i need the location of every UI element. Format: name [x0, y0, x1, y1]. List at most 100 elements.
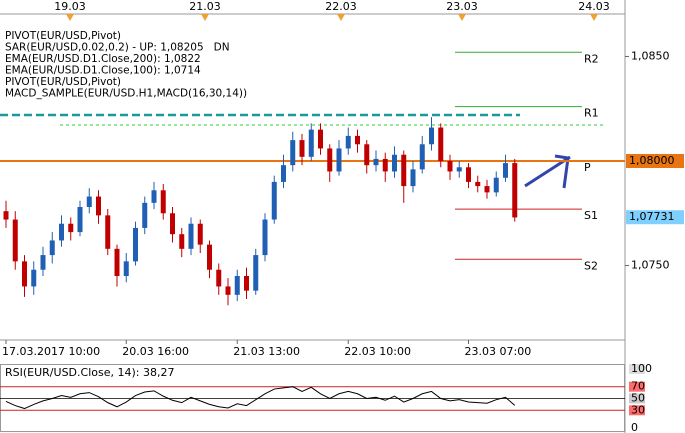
- candle-body: [133, 227, 138, 262]
- date-marker: [66, 14, 74, 21]
- rsi-tick-box: [629, 393, 645, 404]
- candle-body: [419, 144, 425, 170]
- x-tick-label: 23.03 07:00: [465, 345, 532, 358]
- candle-body: [179, 234, 185, 249]
- candle-body: [142, 202, 148, 228]
- candle-body: [382, 158, 388, 172]
- candle-body: [429, 127, 434, 145]
- candle-body: [466, 167, 471, 182]
- candle-body: [105, 215, 111, 249]
- price-label: 1,07731: [629, 210, 675, 223]
- candle-body: [31, 269, 37, 287]
- candle-body: [3, 211, 9, 220]
- rsi-tick-label: 0: [631, 421, 638, 433]
- candle-body: [271, 181, 277, 220]
- candle-body: [308, 129, 314, 157]
- legend-entry: EMA(EUR/USD.D1.Close,100): 1,0714: [5, 65, 201, 77]
- candle-body: [68, 223, 74, 233]
- candle-body: [170, 213, 175, 235]
- pivot-label: P: [584, 161, 591, 174]
- candle-body: [86, 196, 92, 207]
- legend-entry: SAR(EUR/USD,0.02,0.2) - UP: 1,08205: [5, 42, 204, 54]
- date-marker: [201, 14, 209, 21]
- candle-body: [262, 219, 268, 256]
- legend-entry: EMA(EUR/USD.D1.Close,200): 1,0822: [5, 53, 201, 65]
- candle-body: [281, 165, 286, 182]
- candle-body: [207, 244, 212, 270]
- candle-body: [373, 158, 379, 166]
- date-marker-label: 24.03: [578, 0, 610, 13]
- pivot-label: S1: [584, 209, 598, 222]
- date-marker-label: 19.03: [54, 0, 86, 13]
- candle-body: [49, 240, 55, 256]
- candle-body: [512, 163, 518, 218]
- candle-body: [40, 255, 46, 270]
- candle-body: [484, 186, 490, 193]
- date-marker: [337, 14, 345, 21]
- candle-body: [503, 163, 508, 178]
- rsi-tick-label: 100: [631, 362, 652, 375]
- candle-body: [114, 248, 120, 276]
- x-tick-label: 21.03 13:00: [233, 345, 300, 358]
- candle-body: [77, 207, 83, 233]
- candle-body: [160, 190, 166, 214]
- rsi-tick-label: 50: [631, 392, 645, 405]
- rsi-tick-box: [629, 405, 645, 416]
- pivot-label: S2: [584, 259, 598, 272]
- arrow-head: [562, 157, 570, 189]
- candle-body: [493, 177, 499, 193]
- candle-body: [12, 219, 18, 262]
- candle-body: [59, 223, 64, 241]
- candle-body: [401, 154, 407, 187]
- candle-body: [225, 286, 231, 295]
- candle-body: [197, 223, 203, 245]
- candle-body: [253, 255, 259, 291]
- candle-body: [336, 148, 342, 172]
- candle-body: [244, 276, 249, 291]
- price-label-box: [626, 210, 684, 225]
- y-tick-label: 1,0750: [631, 259, 670, 272]
- candle-body: [22, 261, 27, 287]
- candle-body: [475, 181, 481, 187]
- pivot-label: R1: [584, 107, 599, 120]
- legend-entry: PIVOT(EUR/USD,Pivot): [5, 76, 121, 88]
- price-label-box: [626, 154, 684, 168]
- price-label: 1,08000: [629, 154, 675, 167]
- date-marker: [458, 14, 466, 21]
- pivot-label: R2: [584, 52, 599, 65]
- candle-body: [188, 223, 194, 249]
- candle-body: [290, 140, 296, 166]
- candle-body: [327, 148, 333, 172]
- candle-body: [355, 135, 360, 145]
- rsi-tick-box: [629, 381, 645, 392]
- candle-body: [123, 261, 129, 276]
- candle-body: [96, 196, 101, 216]
- candle-body: [447, 161, 453, 172]
- candle-body: [456, 167, 462, 172]
- legend-entry: DN: [214, 42, 230, 54]
- rsi-tick-label: 70: [631, 380, 645, 393]
- rsi-tick-box: [629, 364, 645, 374]
- legend-entry: PIVOT(EUR/USD,Pivot): [5, 30, 121, 42]
- legend-entry: MACD_SAMPLE(EUR/USD.H1,MACD(16,30,14)): [5, 88, 247, 100]
- x-tick-label: 22.03 10:00: [344, 345, 411, 358]
- candle-body: [438, 127, 444, 161]
- rsi-title: RSI(EUR/USD.Close, 14): 38,27: [5, 366, 174, 379]
- y-tick-label: 1,0850: [631, 49, 670, 62]
- candle-body: [392, 154, 397, 172]
- candle-body: [299, 140, 305, 157]
- candle-body: [410, 169, 416, 187]
- date-marker-label: 21.03: [189, 0, 221, 13]
- rsi-tick-label: 30: [631, 403, 645, 416]
- date-marker: [590, 14, 598, 21]
- rsi-line: [5, 386, 516, 410]
- x-tick-label: 20.03 16:00: [122, 345, 189, 358]
- candle-body: [234, 276, 240, 295]
- arrow-head: [554, 154, 569, 160]
- date-marker-label: 23.03: [446, 0, 478, 13]
- candle-body: [318, 129, 323, 149]
- candle-body: [364, 144, 370, 166]
- x-tick-label: 17.03.2017 10:00: [2, 345, 100, 358]
